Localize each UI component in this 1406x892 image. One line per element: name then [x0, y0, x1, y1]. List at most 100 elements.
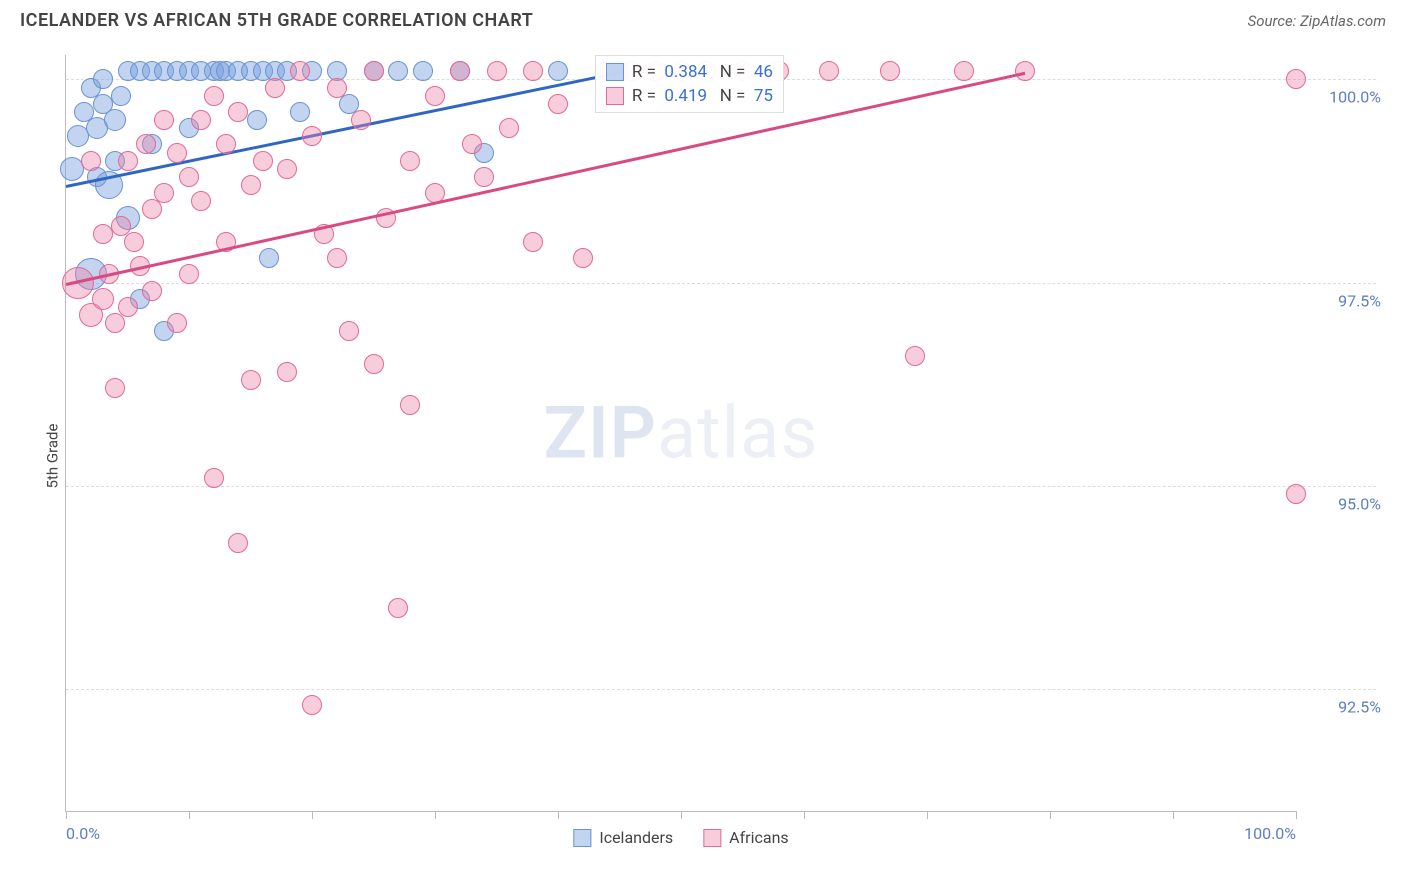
data-point-africans [277, 362, 297, 382]
y-tick-label: 97.5% [1301, 291, 1381, 310]
data-point-africans [216, 134, 236, 154]
data-point-africans [136, 134, 156, 154]
data-point-africans [523, 232, 543, 252]
data-point-africans [302, 695, 322, 715]
data-point-africans [92, 288, 114, 310]
data-point-africans [142, 199, 162, 219]
x-tick [927, 811, 928, 819]
data-point-icelanders [413, 61, 433, 81]
data-point-africans [118, 151, 138, 171]
data-point-africans [1286, 69, 1306, 89]
data-point-africans [167, 143, 187, 163]
data-point-africans [81, 151, 101, 171]
legend-item-icelanders: Icelanders [573, 828, 673, 847]
data-point-africans [954, 61, 974, 81]
data-point-africans [388, 598, 408, 618]
legend-item-label: Icelanders [599, 828, 673, 847]
data-point-africans [228, 533, 248, 553]
data-point-africans [179, 167, 199, 187]
data-point-africans [204, 468, 224, 488]
gridline [66, 486, 1376, 487]
legend-stats-text: R = 0.419 N = 75 [632, 86, 773, 106]
legend-item-label: Africans [729, 828, 788, 847]
y-tick-label: 100.0% [1301, 88, 1381, 107]
data-point-icelanders [259, 248, 279, 268]
data-point-icelanders [104, 109, 126, 131]
data-point-africans [191, 191, 211, 211]
plot-area: ZIPatlas 100.0%97.5%95.0%92.5%0.0%100.0%… [65, 55, 1296, 812]
data-point-africans [154, 110, 174, 130]
data-point-africans [118, 297, 138, 317]
legend-stats-text: R = 0.384 N = 46 [632, 62, 773, 82]
data-point-africans [573, 248, 593, 268]
legend-row-africans: R = 0.419 N = 75 [606, 84, 773, 108]
data-point-icelanders [290, 102, 310, 122]
data-point-africans [474, 167, 494, 187]
data-point-africans [191, 110, 211, 130]
x-tick [1296, 811, 1297, 819]
data-point-africans [253, 151, 273, 171]
chart-source: Source: ZipAtlas.com [1248, 12, 1386, 30]
data-point-africans [364, 61, 384, 81]
x-tick [312, 811, 313, 819]
data-point-africans [327, 78, 347, 98]
legend-swatch-icon [573, 829, 591, 847]
x-tick-label: 0.0% [66, 824, 100, 843]
data-point-africans [487, 61, 507, 81]
data-point-africans [290, 61, 310, 81]
data-point-icelanders [247, 110, 267, 130]
data-point-icelanders [388, 61, 408, 81]
data-point-africans [339, 321, 359, 341]
legend-swatch-africans [606, 87, 624, 105]
x-tick-label: 100.0% [1244, 824, 1296, 843]
x-tick [1050, 811, 1051, 819]
data-point-africans [142, 281, 162, 301]
data-point-africans [880, 61, 900, 81]
x-tick [804, 811, 805, 819]
chart-title: ICELANDER VS AFRICAN 5TH GRADE CORRELATI… [20, 10, 533, 31]
series-legend: Icelanders Africans [573, 828, 788, 847]
y-axis-label: 5th Grade [43, 424, 61, 489]
x-tick [1173, 811, 1174, 819]
data-point-africans [462, 134, 482, 154]
x-tick [558, 811, 559, 819]
data-point-africans [425, 86, 445, 106]
data-point-africans [819, 61, 839, 81]
data-point-africans [241, 175, 261, 195]
data-point-africans [1286, 484, 1306, 504]
data-point-africans [241, 370, 261, 390]
data-point-africans [905, 346, 925, 366]
data-point-africans [1015, 61, 1035, 81]
legend-swatch-icelanders [606, 63, 624, 81]
data-point-africans [548, 94, 568, 114]
data-point-africans [327, 248, 347, 268]
legend-item-africans: Africans [703, 828, 788, 847]
data-point-africans [105, 313, 125, 333]
data-point-africans [204, 86, 224, 106]
data-point-africans [351, 110, 371, 130]
data-point-icelanders [111, 86, 131, 106]
chart-container: 5th Grade ZIPatlas 100.0%97.5%95.0%92.5%… [20, 40, 1386, 872]
data-point-africans [154, 183, 174, 203]
data-point-africans [450, 61, 470, 81]
data-point-africans [105, 378, 125, 398]
x-tick [435, 811, 436, 819]
x-tick [66, 811, 67, 819]
x-tick [189, 811, 190, 819]
y-tick-label: 92.5% [1301, 698, 1381, 717]
data-point-africans [228, 102, 248, 122]
data-point-africans [523, 61, 543, 81]
data-point-africans [277, 159, 297, 179]
legend-swatch-icon [703, 829, 721, 847]
legend-row-icelanders: R = 0.384 N = 46 [606, 60, 773, 84]
data-point-africans [179, 264, 199, 284]
data-point-africans [400, 395, 420, 415]
gridline [66, 283, 1376, 284]
data-point-icelanders [548, 61, 568, 81]
x-tick [681, 811, 682, 819]
data-point-africans [302, 126, 322, 146]
data-point-africans [265, 78, 285, 98]
data-point-africans [93, 224, 113, 244]
correlation-legend: R = 0.384 N = 46 R = 0.419 N = 75 [595, 55, 784, 113]
data-point-africans [167, 313, 187, 333]
